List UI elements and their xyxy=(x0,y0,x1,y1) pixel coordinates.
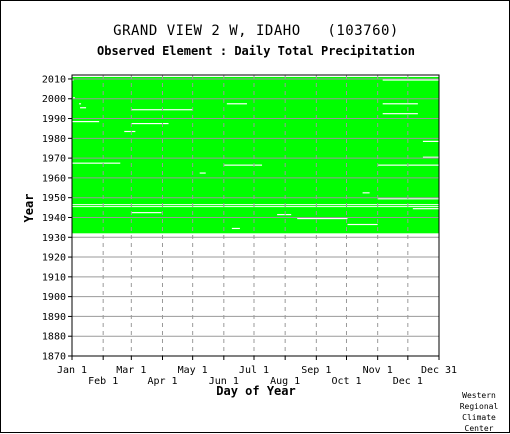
y-tick-label: 1970 xyxy=(42,154,66,165)
y-tick-label: 1940 xyxy=(42,213,66,224)
missing-segment xyxy=(72,79,74,81)
data-layer xyxy=(72,76,439,234)
missing-segment xyxy=(422,140,439,142)
missing-segment xyxy=(223,164,263,166)
x-tick-label: Jun 1 xyxy=(209,376,239,387)
x-tick-label: Dec 1 xyxy=(393,376,423,387)
y-tick-label: 1930 xyxy=(42,233,66,244)
missing-segment xyxy=(422,156,439,158)
missing-segment xyxy=(347,223,378,226)
missing-segment xyxy=(231,227,240,230)
missing-segment xyxy=(80,107,87,109)
missing-year-bar xyxy=(72,204,439,206)
missing-segment xyxy=(382,103,418,105)
chart-subtitle: Observed Element : Daily Total Precipita… xyxy=(97,44,415,58)
missing-segment xyxy=(131,122,169,125)
data-block xyxy=(72,76,439,234)
missing-year-bar xyxy=(72,206,439,208)
missing-segment xyxy=(226,103,247,105)
missing-segment xyxy=(79,103,82,105)
x-tick-label: Dec 31 xyxy=(421,365,457,376)
missing-segment xyxy=(362,192,370,194)
missing-segment xyxy=(199,172,206,174)
missing-segment xyxy=(377,164,439,166)
missing-segment xyxy=(124,130,136,133)
y-tick-label: 1960 xyxy=(42,173,66,184)
x-tick-label: Aug 1 xyxy=(270,376,300,387)
x-tick-label: Mar 1 xyxy=(116,365,146,376)
x-tick-label: Nov 1 xyxy=(363,365,393,376)
y-tick-label: 1990 xyxy=(42,114,66,125)
x-tick-label: May 1 xyxy=(178,365,208,376)
missing-segment xyxy=(382,113,418,115)
missing-segment xyxy=(73,97,76,99)
missing-segment xyxy=(131,212,162,214)
chart-title: GRAND VIEW 2 W, IDAHO (103760) xyxy=(113,23,399,39)
y-tick-label: 1920 xyxy=(42,253,66,264)
y-tick-layer: 1870 1880 1890 1900 1910 1920 1930 1940 1950 1960… xyxy=(42,74,72,363)
y-tick-label: 1980 xyxy=(42,134,66,145)
missing-segment xyxy=(412,208,439,210)
missing-layer xyxy=(72,79,439,230)
x-tick-label: Apr 1 xyxy=(147,376,177,387)
y-tick-label: 1900 xyxy=(42,292,66,303)
x-tick-layer: Jan 1 Mar 1 May 1 Jul 1 Sep 1 Nov 1 Dec 31 Feb … xyxy=(57,356,457,387)
missing-segment xyxy=(131,109,193,111)
y-tick-label: 2000 xyxy=(42,94,66,105)
missing-segment xyxy=(297,217,348,220)
credit-text: Western Regional Climate Center xyxy=(459,391,499,433)
y-tick-label: 1880 xyxy=(42,332,66,343)
missing-segment xyxy=(377,198,439,200)
y-tick-label: 1910 xyxy=(42,272,66,283)
y-tick-label: 2010 xyxy=(42,74,66,85)
x-tick-label: Oct 1 xyxy=(331,376,361,387)
y-tick-label: 1890 xyxy=(42,312,66,323)
missing-segment xyxy=(277,214,292,216)
y-tick-label: 1950 xyxy=(42,193,66,204)
x-tick-label: Feb 1 xyxy=(88,376,118,387)
x-tick-label: Jan 1 xyxy=(57,365,87,376)
x-tick-label: Jul 1 xyxy=(239,365,269,376)
x-axis-label: Day of Year xyxy=(216,384,296,398)
y-tick-label: 1870 xyxy=(42,352,66,363)
x-tick-label: Sep 1 xyxy=(301,365,331,376)
missing-segment xyxy=(72,162,121,164)
missing-segment xyxy=(382,79,439,81)
plot-border xyxy=(71,74,440,357)
missing-segment xyxy=(72,121,100,123)
